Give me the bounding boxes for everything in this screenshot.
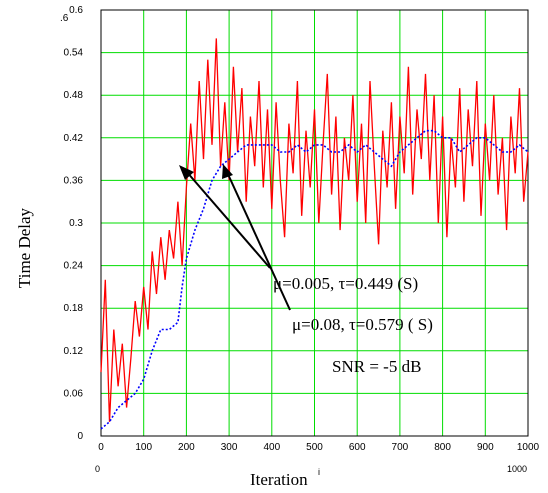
x-tick-label: 300 [221,442,238,453]
series-line-red [100,38,529,422]
x-tick-labels: 0 100 200 300 400 500 600 700 800 900 1000 [98,442,539,453]
x-tick-label: 900 [477,442,494,453]
annotation-arrow-1 [179,165,271,269]
x-tick-label: 200 [178,442,195,453]
y-tick-label: 0.06 [64,388,84,399]
x-tick-label: 800 [434,442,451,453]
x-axis-label: Iteration [250,470,308,489]
x-tick-label: 1000 [517,442,540,453]
y-tick-label: 0.42 [64,133,84,144]
x-range-start-label: 0 [95,464,100,474]
x-tick-label: 400 [263,442,280,453]
x-tick-label: 600 [349,442,366,453]
annotation-mu-0005: μ=0.005, τ=0.449 (S) [273,274,418,293]
plot-frame [100,9,529,437]
y-tick-label: 0.54 [64,48,84,59]
annotation-snr: SNR = -5 dB [332,357,421,376]
y-axis-label: Time Delay [15,207,34,288]
x-axis-label-subscript: i [318,467,320,477]
y-tick-label: 0.3 [69,218,83,229]
y-tick-labels: 0 0.06 0.12 0.18 0.24 0.3 0.36 0.42 0.48 0.54 0.6 [64,5,84,442]
series-line-blue-dotted [100,129,529,430]
x-range-end-label: 1000 [507,464,527,474]
y-tick-label: 0.12 [64,346,84,357]
grid-lines [100,9,529,437]
x-tick-label: 700 [392,442,409,453]
y-tick-label: 0.36 [64,175,84,186]
y-tick-label: 0.6 [69,5,83,16]
x-tick-label: 0 [98,442,104,453]
x-tick-label: 100 [135,442,152,453]
y-tick-label: 0.48 [64,90,84,101]
y-top-stray-label: .6 [60,13,69,24]
series-layer [100,38,529,430]
annotation-arrow-2 [222,164,291,311]
annotation-mu-008: μ=0.08, τ=0.579 ( S) [292,315,433,334]
y-tick-label: 0 [77,431,83,442]
x-tick-label: 500 [306,442,323,453]
y-tick-label: 0.24 [64,261,84,272]
y-tick-label: 0.18 [64,303,84,314]
